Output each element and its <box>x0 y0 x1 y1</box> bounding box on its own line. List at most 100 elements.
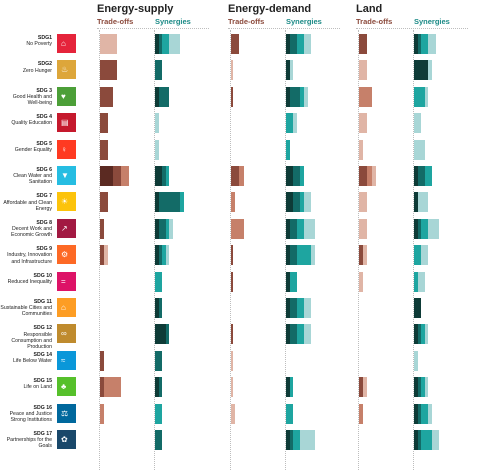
goal-icon-glyph: ⌂ <box>61 39 66 48</box>
section-title-land: Land <box>356 3 383 15</box>
synergy-bar-segment <box>414 324 418 345</box>
synergy-bar-segment <box>414 192 418 213</box>
synergy-bar-segment <box>424 377 429 398</box>
synergy-bar-segment <box>414 403 418 424</box>
tradeoff-bar-segment <box>359 86 372 107</box>
goal-label: SDG 6 Clean Water and Sanitation <box>0 167 52 186</box>
synergy-bar-segment <box>158 34 163 54</box>
goal-icon-glyph: ♀ <box>61 144 67 154</box>
synergy-bar-segment <box>417 271 425 292</box>
tradeoff-bar-segment <box>100 377 105 398</box>
synergy-bar-segment <box>424 86 429 107</box>
tradeoff-bar-segment <box>359 34 368 54</box>
synergy-bar-segment <box>421 430 432 450</box>
goal-name: Peace and Justice Strong Institutions <box>9 410 52 423</box>
synergy-bar-segment <box>421 245 429 266</box>
goal-label: SDG 8 Decent Work and Economic Growth <box>0 220 52 239</box>
goal-name: No Poverty <box>26 41 52 48</box>
tradeoff-bar-segment <box>100 218 105 239</box>
tradeoff-bar-segment <box>231 271 234 292</box>
synergy-bar-segment <box>158 377 163 398</box>
synergy-bar-segment <box>414 60 429 81</box>
synergy-bar-segment <box>432 430 440 450</box>
synergy-bar-segment <box>155 86 159 107</box>
synergy-bar-segment <box>414 298 422 318</box>
synergy-bar-segment <box>286 166 294 186</box>
synergy-bar-segment <box>180 192 184 213</box>
goal-name: Zero Hunger <box>22 67 52 74</box>
synergy-bar-segment <box>300 430 315 450</box>
synergy-bar-segment <box>155 403 163 424</box>
synergy-bar-segment <box>169 218 173 239</box>
poverty-icon: ⌂ <box>57 34 76 53</box>
synergy-bar-segment <box>296 298 304 318</box>
tradeoff-bar-segment <box>231 34 240 54</box>
synergy-bar-segment <box>421 34 429 54</box>
synergy-bar-segment <box>158 298 163 318</box>
synergy-bar-segment <box>293 430 301 450</box>
tradeoff-bar-segment <box>359 271 364 292</box>
tradeoff-bar-segment <box>100 350 105 371</box>
synergy-bar-segment <box>158 192 181 213</box>
synergy-bar-segment <box>286 271 290 292</box>
synergy-bar-segment <box>417 324 422 345</box>
synergies-header: Synergies <box>414 17 450 26</box>
energy-icon: ☀ <box>57 192 76 212</box>
synergy-bar-segment <box>286 298 290 318</box>
synergy-bar-segment <box>414 139 425 160</box>
synergy-bar-segment <box>428 218 440 239</box>
synergy-bar-segment <box>158 86 170 107</box>
goal-name: Quality Education <box>11 120 52 127</box>
tradeoff-bar-segment <box>100 139 109 160</box>
synergy-bar-segment <box>293 113 297 134</box>
synergy-bar-segment <box>162 245 166 266</box>
synergy-bar-segment <box>289 271 297 292</box>
goal-number: SDG 15 <box>33 378 52 385</box>
goal-number: SDG 14 <box>33 351 52 358</box>
tradeoff-bar-segment <box>231 166 240 186</box>
goal-label: SDG 12 Responsible Consumption and Produc… <box>0 325 52 350</box>
goal-label: SDG1 No Poverty <box>0 35 52 47</box>
section-title-energy-supply: Energy-supply <box>97 3 174 15</box>
synergy-bar-segment <box>414 113 422 134</box>
synergy-bar-segment <box>300 86 304 107</box>
goal-label: SDG 15 Life on Land <box>0 378 52 390</box>
synergy-bar-segment <box>428 60 432 81</box>
synergy-bar-segment <box>300 166 304 186</box>
synergy-bar-segment <box>155 298 159 318</box>
synergy-bar-segment <box>289 324 297 345</box>
goal-label: SDG 7 Affordable and Clean Energy <box>0 193 52 212</box>
goal-name: Good Health and Well-being <box>12 94 52 107</box>
synergy-bar-segment <box>289 430 294 450</box>
goal-number: SDG2 <box>37 61 52 68</box>
goal-name: Partnerships for the Goals <box>6 437 52 450</box>
goal-icon-glyph: ⚙ <box>61 250 69 260</box>
tradeoff-bar-segment <box>100 245 105 266</box>
synergy-bar-segment <box>155 245 159 266</box>
water-icon: ▼ <box>57 166 76 185</box>
goal-label: SDG 11 Sustainable Cities and Communities <box>0 299 52 318</box>
tradeoff-bar-segment <box>112 166 121 186</box>
tradeoff-bar-segment <box>104 377 121 398</box>
tree-icon: ♣ <box>57 377 76 397</box>
synergy-bar-segment <box>289 218 297 239</box>
synergy-bar-segment <box>304 192 312 213</box>
synergy-bar-segment <box>158 218 166 239</box>
goal-number: SDG 6 <box>36 167 52 173</box>
goal-name: Clean Water and Sanitation <box>13 173 52 186</box>
tradeoff-bar-segment <box>359 60 368 81</box>
tradeoff-bar-segment <box>231 377 234 398</box>
synergy-bar-segment <box>286 403 294 424</box>
growth-icon: ↗ <box>57 218 76 238</box>
synergy-bar-segment <box>300 192 304 213</box>
tradeoff-bar-segment <box>359 139 364 160</box>
goal-icon-glyph: = <box>61 276 66 286</box>
synergy-bar-segment <box>162 34 170 54</box>
goal-number: SDG 5 <box>36 140 52 147</box>
goal-icon-glyph: ∞ <box>61 329 67 339</box>
synergy-bar-segment <box>155 139 159 160</box>
column-guide <box>154 30 155 470</box>
goal-icon-glyph: ≈ <box>61 355 66 365</box>
synergy-bar-segment <box>286 113 294 134</box>
